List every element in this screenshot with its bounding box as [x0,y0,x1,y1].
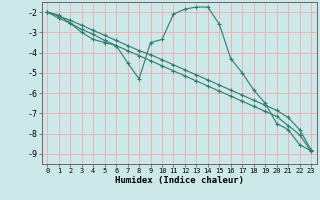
X-axis label: Humidex (Indice chaleur): Humidex (Indice chaleur) [115,176,244,185]
